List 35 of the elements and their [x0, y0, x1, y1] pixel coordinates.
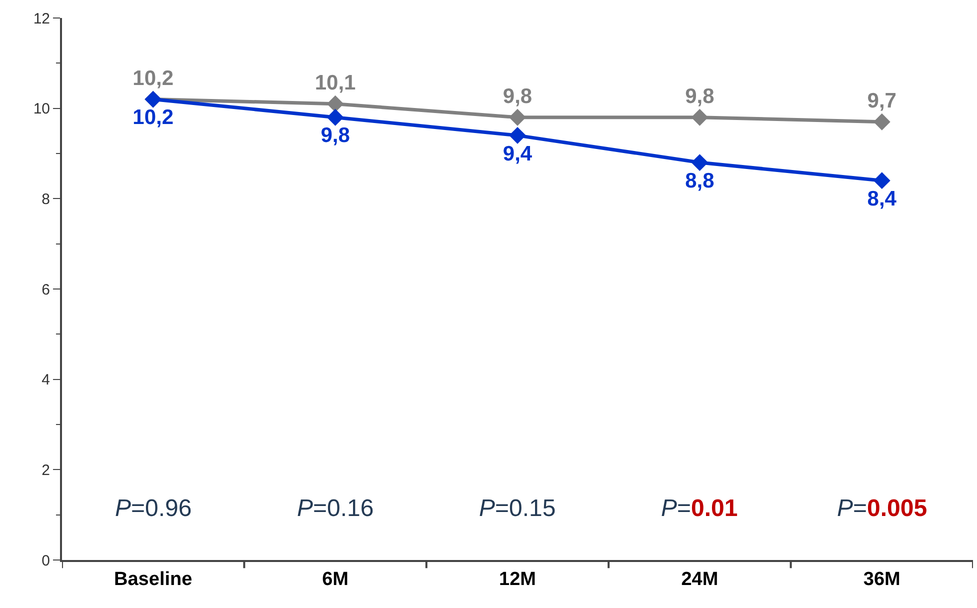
y-tick-label: 0: [42, 552, 50, 570]
point: [326, 95, 344, 112]
y-tick-label: 12: [33, 10, 50, 28]
data-label: 8,4: [867, 187, 897, 210]
data-label: 10,2: [132, 66, 174, 90]
annotation: P=0.15: [479, 495, 556, 522]
y-tick-label: 2: [42, 462, 50, 479]
data-label: 8,8: [685, 169, 715, 192]
annotation: P=0.01: [661, 495, 738, 522]
data-label: 10,1: [314, 71, 356, 94]
annotation: P=0.16: [297, 495, 374, 522]
data-label: 10,2: [132, 106, 174, 130]
x-tick-label: 24M: [681, 568, 718, 590]
point: [873, 113, 890, 130]
point: [509, 126, 526, 144]
y-tick-label: 6: [42, 281, 50, 298]
data-label: 9,8: [502, 84, 532, 108]
y-tick-label: 4: [42, 372, 50, 389]
point: [691, 154, 708, 171]
x-tick-label: 12M: [499, 568, 536, 590]
data-label: 9,8: [685, 84, 715, 108]
annotation: P=0.96: [115, 495, 192, 522]
y-tick-label: 10: [33, 100, 50, 118]
data-label: 9,8: [320, 124, 350, 148]
point: [326, 108, 344, 126]
y-tick-label: 8: [42, 190, 50, 208]
point: [873, 172, 890, 190]
point: [691, 108, 708, 126]
x-tick-label: 6M: [322, 568, 349, 590]
x-tick-label: 36M: [863, 568, 900, 590]
x-tick-label: Baseline: [114, 568, 192, 590]
data-label: 9,4: [502, 142, 532, 166]
annotation: P=0.005: [837, 495, 928, 522]
point: [509, 108, 526, 126]
data-label: 9,7: [867, 90, 896, 113]
